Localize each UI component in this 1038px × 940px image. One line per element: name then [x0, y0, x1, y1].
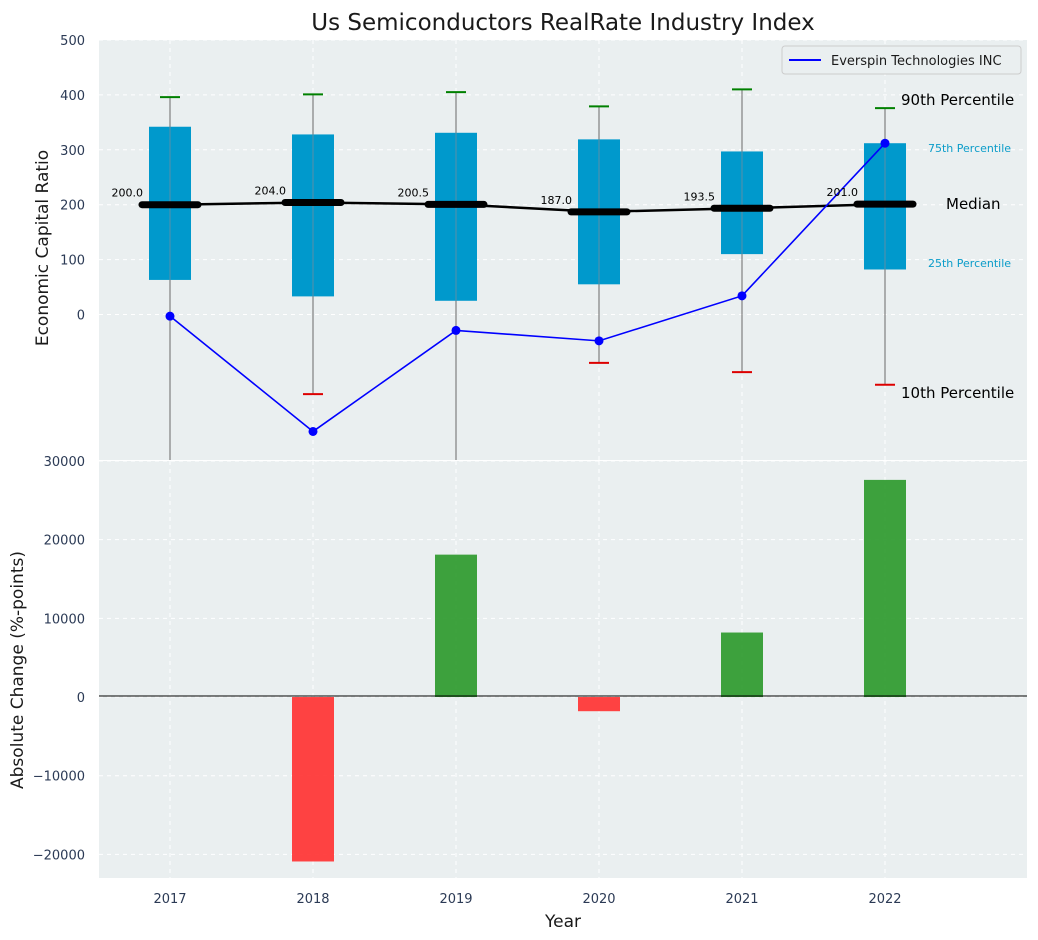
company-point-2020	[594, 336, 604, 346]
p90-annotation: 90th Percentile	[901, 91, 1014, 109]
median-line	[138, 199, 917, 216]
bottom-y-tick-label: 0	[77, 691, 85, 706]
median-value-labels: 200.0 204.0 200.5 187.0 193.5 201.0	[112, 185, 859, 207]
top-y-tick-label: 0	[77, 309, 85, 324]
median-value-2020: 187.0	[541, 194, 573, 207]
top-y-tick-label: 100	[60, 254, 85, 269]
top-y-ticks: 0 100 200 300 400 500	[60, 34, 85, 324]
x-tick-label-2017: 2017	[153, 892, 186, 907]
company-point-2017	[165, 311, 175, 321]
bar-2018	[292, 697, 334, 862]
median-annotation: Median	[946, 195, 1001, 213]
chart-title: Us Semiconductors RealRate Industry Inde…	[311, 10, 815, 36]
bar-2020	[578, 697, 620, 712]
x-ticks: 2017 2018 2019 2020 2021 2022	[153, 892, 901, 907]
bottom-y-tick-label: 30000	[44, 455, 85, 470]
top-y-tick-label: 500	[60, 34, 85, 49]
bottom-y-ticks: −20000 −10000 0 10000 20000 30000	[33, 455, 85, 863]
p25-annotation: 25th Percentile	[928, 257, 1011, 270]
median-value-2017: 200.0	[112, 187, 144, 200]
p75-annotation: 75th Percentile	[928, 142, 1011, 155]
bar-2021	[721, 632, 763, 698]
change-bars	[292, 479, 906, 862]
median-value-2021: 193.5	[684, 190, 716, 203]
company-point-2018	[308, 426, 318, 436]
x-tick-label-2022: 2022	[868, 892, 901, 907]
company-line	[165, 138, 890, 436]
bar-2022	[864, 479, 906, 698]
x-tick-label-2020: 2020	[582, 892, 615, 907]
bottom-y-tick-label: 10000	[44, 612, 85, 627]
company-polyline	[169, 142, 886, 433]
p10-annotation: 10th Percentile	[901, 384, 1014, 402]
bottom-y-axis-label: Absolute Change (%-points)	[8, 551, 28, 789]
top-y-tick-label: 300	[60, 144, 85, 159]
median-value-2022: 201.0	[827, 186, 859, 199]
median-value-2019: 200.5	[398, 186, 430, 199]
top-y-tick-label: 200	[60, 199, 85, 214]
legend-box	[781, 45, 1022, 75]
bar-2019	[435, 554, 477, 698]
bottom-y-tick-label: −10000	[33, 770, 85, 785]
top-y-tick-label: 400	[60, 89, 85, 104]
bottom-y-tick-label: 20000	[44, 534, 85, 549]
company-point-2022	[880, 138, 890, 148]
x-tick-label-2018: 2018	[296, 892, 329, 907]
company-point-2021	[737, 291, 747, 301]
percentile-annotations: 90th Percentile 75th Percentile Median 2…	[901, 91, 1014, 402]
x-tick-label-2021: 2021	[725, 892, 758, 907]
median-value-2018: 204.0	[255, 185, 287, 198]
legend-label: Everspin Technologies INC	[831, 54, 1002, 69]
x-axis-label: Year	[544, 912, 581, 932]
x-tick-label-2019: 2019	[439, 892, 472, 907]
top-panel: 0 100 200 300 400 500 200.0 204.0 200.5 187.0 193…	[33, 34, 1027, 460]
legend: Everspin Technologies INC	[781, 45, 1022, 75]
bottom-y-tick-label: −20000	[33, 848, 85, 863]
top-y-axis-label: Economic Capital Ratio	[33, 150, 53, 346]
company-point-2019	[451, 325, 461, 335]
